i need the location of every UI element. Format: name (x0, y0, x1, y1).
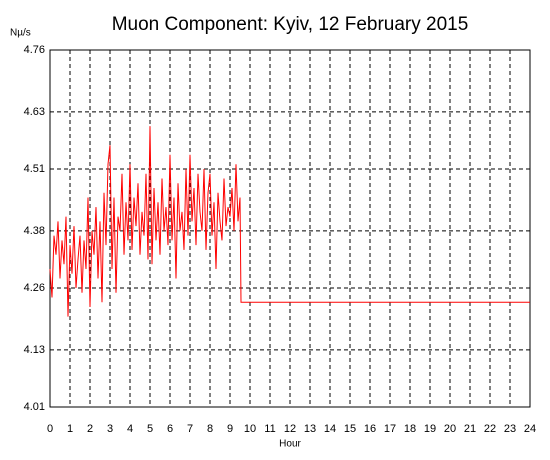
y-tick-label: 4.26 (24, 282, 45, 294)
x-tick-label: 21 (464, 423, 476, 435)
x-tick-label: 4 (127, 423, 133, 435)
y-axis-label: Nµ/s (10, 28, 31, 39)
x-tick-label: 6 (167, 423, 173, 435)
data-line (49, 126, 530, 317)
x-tick-label: 3 (107, 423, 113, 435)
x-tick-label: 17 (384, 423, 396, 435)
x-tick-label: 16 (364, 423, 376, 435)
x-tick-label: 20 (444, 423, 456, 435)
chart-title: Muon Component: Kyiv, 12 February 2015 (112, 14, 469, 35)
y-tick-label: 4.51 (24, 163, 45, 175)
x-tick-label: 14 (324, 423, 336, 435)
x-tick-label: 11 (264, 423, 275, 435)
plot-border (49, 49, 531, 408)
x-tick-label: 9 (227, 423, 233, 435)
x-tick-label: 24 (524, 423, 536, 435)
y-tick-label: 4.01 (24, 401, 45, 413)
y-tick-label: 4.63 (24, 106, 45, 118)
x-tick-label: 8 (207, 423, 213, 435)
y-tick-label: 4.76 (24, 44, 45, 56)
x-tick-label: 2 (87, 423, 93, 435)
x-tick-label: 0 (47, 423, 53, 435)
y-tick-label: 4.13 (24, 344, 45, 356)
x-tick-label: 19 (424, 423, 436, 435)
x-tick-label: 23 (504, 423, 516, 435)
y-tick-label: 4.38 (24, 225, 45, 237)
x-tick-label: 13 (304, 423, 316, 435)
x-tick-label: 10 (244, 423, 256, 435)
x-tick-label: 5 (147, 423, 153, 435)
x-tick-label: 15 (344, 423, 356, 435)
x-tick-label: 7 (187, 423, 193, 435)
x-tick-label: 22 (484, 423, 496, 435)
x-axis-label: Hour (279, 439, 301, 450)
x-tick-label: 18 (404, 423, 416, 435)
x-tick-label: 1 (67, 423, 73, 435)
x-tick-label: 12 (284, 423, 296, 435)
